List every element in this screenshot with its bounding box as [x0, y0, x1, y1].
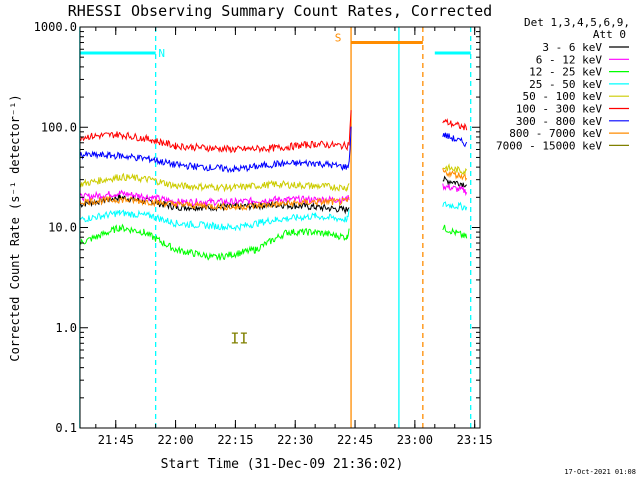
series-line-6	[442, 132, 468, 148]
series-line-0	[79, 194, 350, 215]
plot-layer: 0.1 1.0 10.0 100.0 1000.0 21:45 22:00 22:15 22:3…	[34, 20, 493, 447]
legend-label-5: 100 - 300 keV	[516, 103, 602, 116]
x-tick-label-5: 23:00	[397, 433, 433, 447]
legend-header-line-2: Att 0	[593, 28, 626, 41]
x-tick-label-3: 22:30	[277, 433, 313, 447]
legend-label-8: 7000 - 15000 keV	[496, 139, 602, 152]
series-line-3	[79, 209, 350, 232]
x-tick-label-6: 23:15	[457, 433, 493, 447]
series-line-6	[79, 126, 352, 174]
chart-title: RHESSI Observing Summary Count Rates, Co…	[68, 2, 492, 20]
series-line-7	[442, 168, 468, 182]
y-tick-label-3: 100.0	[41, 120, 77, 134]
y-tick-label-4: 1000.0	[34, 20, 77, 34]
legend-label-6: 300 - 800 keV	[516, 115, 602, 128]
series-line-5	[442, 118, 468, 131]
x-tick-label-4: 22:45	[337, 433, 373, 447]
series-line-4	[442, 163, 468, 176]
series-line-7	[79, 195, 350, 212]
legend-label-0: 3 - 6 keV	[542, 41, 602, 54]
footer-date: 17-Oct-2021 01:08	[564, 468, 636, 476]
series-line-1	[442, 183, 468, 197]
y-tick-label-0: 0.1	[55, 421, 77, 435]
legend-label-7: 800 - 7000 keV	[509, 127, 602, 140]
x-axis-label: Start Time (31-Dec-09 21:36:02)	[161, 457, 404, 472]
plot-frame	[79, 26, 481, 429]
x-tick-label-0: 21:45	[98, 433, 134, 447]
annotation-0: N	[158, 47, 165, 60]
series-line-1	[79, 189, 350, 208]
series-line-5	[79, 110, 352, 154]
series-line-2	[79, 223, 350, 261]
y-axis-label: Corrected Count Rate (s⁻¹ detector⁻¹)	[8, 94, 22, 361]
legend-label-3: 25 - 50 keV	[529, 78, 602, 91]
series-line-3	[442, 201, 468, 211]
series-line-0	[442, 175, 468, 188]
series-line-4	[79, 172, 350, 193]
y-tick-label-1: 1.0	[55, 321, 77, 335]
y-tick-label-2: 10.0	[48, 221, 77, 235]
legend-header-line-1: Det 1,3,4,5,6,9,	[524, 16, 630, 29]
series-line-2	[442, 224, 468, 239]
annotation-1: S	[335, 32, 342, 45]
legend-label-2: 12 - 25 keV	[529, 66, 602, 79]
x-tick-label-2: 22:15	[217, 433, 253, 447]
legend-label-1: 6 - 12 keV	[536, 53, 603, 66]
annotation-2: II	[230, 329, 248, 347]
x-tick-label-1: 22:00	[158, 433, 194, 447]
legend-label-4: 50 - 100 keV	[523, 90, 603, 103]
